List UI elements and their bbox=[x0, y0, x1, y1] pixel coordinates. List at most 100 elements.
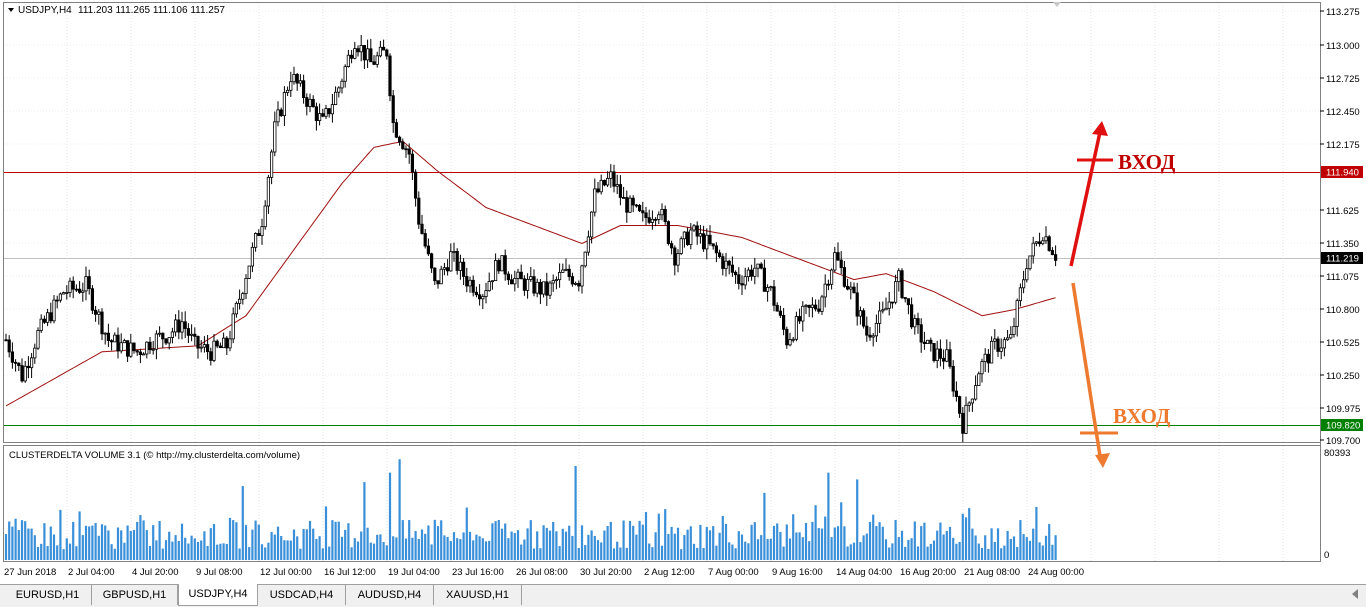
volume-bar bbox=[558, 546, 561, 560]
candle-body bbox=[762, 267, 767, 292]
candle-body bbox=[580, 265, 584, 287]
candle-body bbox=[209, 351, 213, 361]
candle-body bbox=[772, 286, 776, 306]
dropdown-triangle-icon[interactable] bbox=[8, 8, 14, 12]
candle-body bbox=[388, 55, 392, 97]
candle-body bbox=[721, 256, 725, 269]
volume-bar bbox=[24, 521, 27, 560]
candle-body bbox=[804, 304, 808, 307]
tabs-scroll-left-icon[interactable] bbox=[1352, 589, 1358, 599]
candle-body bbox=[785, 328, 789, 346]
candle-body bbox=[676, 253, 680, 266]
candle-body bbox=[26, 365, 31, 369]
symbol-label: USDJPY,H4 bbox=[18, 5, 72, 16]
candle-body bbox=[836, 252, 840, 261]
candle-body bbox=[814, 304, 818, 310]
candle-body bbox=[301, 80, 306, 98]
volume-bar bbox=[340, 536, 344, 560]
volume-bar bbox=[369, 542, 372, 560]
candle-body bbox=[4, 339, 8, 342]
tab-gbpusd-h1[interactable]: GBPUSD,H1 bbox=[92, 585, 178, 605]
candle-body bbox=[612, 171, 616, 187]
candlestick-series bbox=[4, 35, 1058, 443]
time-label: 27 Jun 2018 bbox=[4, 567, 56, 578]
candle-body bbox=[833, 252, 837, 271]
candle-body bbox=[996, 338, 1000, 352]
moving-average-line bbox=[5, 140, 1056, 407]
volume-bar bbox=[385, 545, 388, 560]
candle-body bbox=[730, 264, 735, 273]
volume-bar bbox=[88, 526, 91, 560]
volume-bar bbox=[222, 543, 225, 560]
volume-bar bbox=[465, 507, 468, 560]
candle-body bbox=[401, 141, 405, 150]
volume-bar bbox=[849, 544, 852, 560]
tab-xauusd-h1[interactable]: XAUUSD,H1 bbox=[434, 585, 522, 605]
candle-body bbox=[974, 385, 978, 400]
time-axis: 27 Jun 2018 2 Jul 04:00 4 Jul 20:00 9 Ju… bbox=[4, 567, 1084, 578]
volume-bar bbox=[683, 535, 686, 560]
candle-body bbox=[545, 281, 549, 296]
candle-body bbox=[481, 296, 485, 300]
volume-bar bbox=[94, 523, 97, 560]
volume-series bbox=[4, 459, 1057, 560]
candle-body bbox=[71, 280, 75, 290]
entry-down-annotation[interactable]: ВХОД bbox=[1071, 282, 1171, 468]
candle-body bbox=[666, 221, 671, 244]
volume-bar bbox=[776, 523, 779, 560]
candle-body bbox=[129, 342, 133, 357]
volume-bar bbox=[891, 543, 894, 560]
volume-bar bbox=[907, 539, 910, 560]
volume-bar bbox=[846, 546, 849, 560]
volume-bar bbox=[433, 519, 436, 560]
volume-bar bbox=[1038, 542, 1041, 560]
volume-bar bbox=[334, 521, 337, 560]
candle-body bbox=[750, 269, 754, 277]
volume-bar bbox=[244, 525, 248, 560]
volume-bar bbox=[612, 548, 616, 560]
volume-bar bbox=[625, 547, 628, 560]
tab-audusd-h4[interactable]: AUDUSD,H4 bbox=[346, 585, 434, 605]
candle-body bbox=[1006, 337, 1010, 341]
candle-body bbox=[100, 311, 104, 335]
volume-bar bbox=[868, 521, 872, 560]
volume-bar bbox=[104, 525, 107, 560]
tab-eurusd-h1[interactable]: EURUSD,H1 bbox=[4, 585, 92, 605]
candle-body bbox=[305, 97, 309, 107]
entry-up-annotation[interactable]: ВХОД bbox=[1069, 121, 1176, 267]
candle-body bbox=[295, 73, 299, 84]
volume-bar bbox=[446, 536, 449, 560]
candle-body bbox=[145, 341, 149, 355]
volume-bar bbox=[404, 538, 408, 560]
candle-body bbox=[846, 285, 850, 290]
chart-shift-marker-icon[interactable] bbox=[1053, 2, 1061, 7]
price-axis: 113.275 113.000 112.725 112.450 112.175 … bbox=[1320, 7, 1360, 447]
candle-body bbox=[39, 318, 43, 331]
time-label: 9 Jul 08:00 bbox=[196, 567, 242, 578]
candle-body bbox=[618, 184, 623, 198]
candle-body bbox=[526, 279, 530, 291]
volume-bar bbox=[1035, 506, 1038, 560]
candle-body bbox=[113, 334, 117, 343]
candle-body bbox=[759, 263, 763, 269]
candle-body bbox=[180, 321, 184, 333]
candle-body bbox=[445, 267, 450, 272]
candle-body bbox=[1041, 240, 1045, 245]
candle-body bbox=[849, 286, 853, 290]
volume-bar bbox=[574, 465, 577, 560]
volume-bar bbox=[209, 528, 212, 560]
candle-body bbox=[516, 271, 520, 279]
volume-bar bbox=[996, 528, 1000, 560]
candle-body bbox=[141, 353, 146, 356]
volume-bar bbox=[532, 548, 536, 560]
volume-bar bbox=[638, 520, 641, 560]
volume-bar bbox=[568, 525, 571, 560]
volume-bar bbox=[318, 536, 321, 560]
tab-usdcad-h4[interactable]: USDCAD,H4 bbox=[258, 585, 346, 605]
tab-usdjpy-h4[interactable]: USDJPY,H4 bbox=[178, 584, 258, 606]
volume-bar bbox=[718, 532, 721, 560]
chart-area[interactable]: USDJPY,H4 111.203 111.265 111.106 111.25… bbox=[0, 0, 1366, 585]
candle-body bbox=[794, 316, 799, 340]
volume-bar bbox=[980, 547, 984, 560]
volume-bar bbox=[366, 527, 369, 560]
